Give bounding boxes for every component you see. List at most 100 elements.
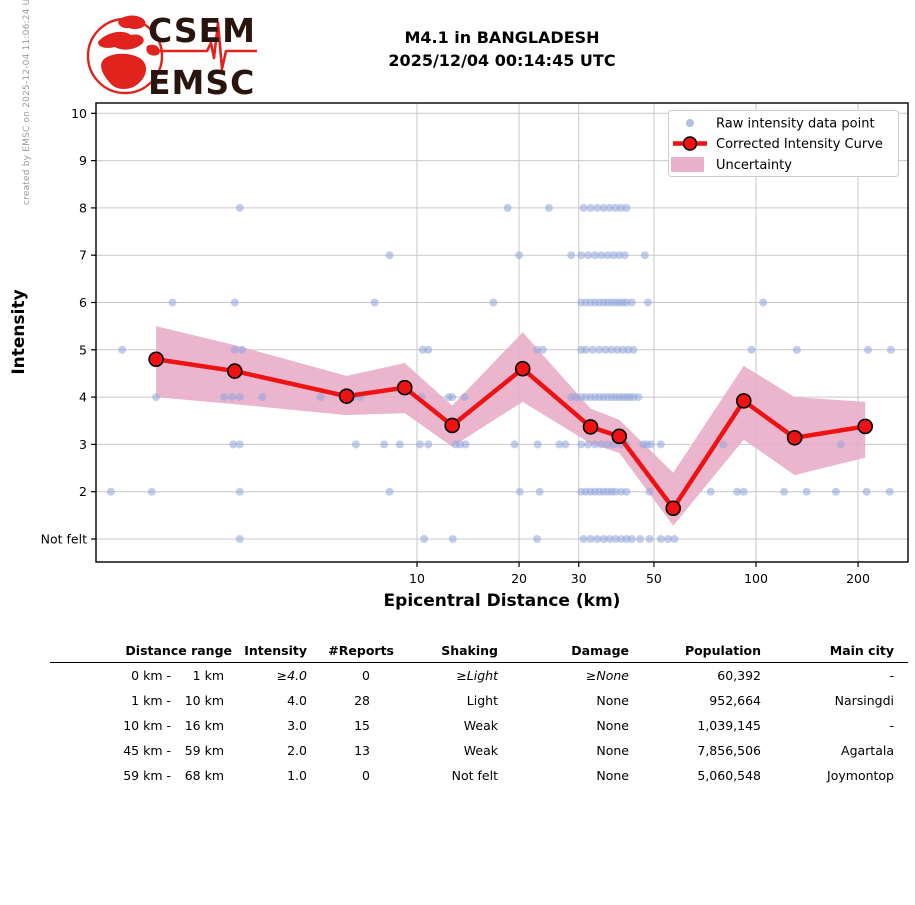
cell-distance-from: 59 km - [123,768,171,783]
cell-main-city: Joymontop [827,768,894,783]
x-axis-label: Epicentral Distance (km) [384,591,621,611]
x-tick-label: 100 [744,571,768,586]
cell-reports: 0 [362,668,370,683]
raw-intensity-point [645,535,654,543]
cell-intensity: 3.0 [287,718,307,733]
curve-marker [444,417,460,434]
raw-intensity-point [235,535,244,543]
header-main-city: Main city [829,643,894,658]
raw-intensity-point [489,298,498,307]
raw-intensity-point [627,535,636,543]
raw-intensity-point [555,440,564,449]
raw-intensity-point [599,535,608,543]
curve-marker [665,500,682,517]
raw-intensity-point [593,535,602,543]
raw-intensity-point [533,440,542,449]
raw-intensity-point [230,345,239,354]
cell-distance-from: 45 km - [123,743,171,758]
raw-intensity-point [235,440,244,449]
intensity-summary-table: Distance range Intensity #Reports Shakin… [50,639,908,788]
cell-population: 60,392 [717,668,761,683]
raw-intensity-point [510,440,519,449]
cell-intensity: 4.0 [287,693,307,708]
legend-curve-marker-icon [682,136,698,151]
table-row: 10 km - 16 km 3.0 15 Weak None 1,039,145 - [50,713,908,738]
curve-marker [396,379,413,396]
raw-intensity-point [577,440,586,449]
raw-intensity-point [792,345,801,354]
raw-intensity-point [590,251,599,260]
y-tick-label: 9 [79,153,87,168]
raw-intensity-point [663,535,672,543]
y-tick-label: 3 [79,437,87,452]
table-body: 0 km -1 km ≥4.0 0 ≥Light ≥None 60,392-1 km -1… [50,663,908,788]
y-tick-label: Not felt [41,532,87,547]
raw-intensity-point [316,393,325,402]
cell-damage: None [596,693,629,708]
curve-marker [786,429,803,446]
y-tick-label: 8 [79,200,87,215]
legend-label: Uncertainty [716,158,792,173]
cell-population: 5,060,548 [697,768,761,783]
raw-intensity-point [561,440,570,449]
raw-intensity-point [590,440,599,449]
intensity-distance-chart: 10 9 8 7 6 5 4 3 2 Not felt 10 20 30 50 100 200 Intensit… [9,102,909,611]
logo-text-emsc: EMSC [148,63,255,102]
raw-intensity-point [168,298,177,307]
cell-distance-from: 10 km - [123,718,171,733]
raw-intensity-point [533,535,542,543]
curve-marker [148,351,164,368]
raw-intensity-point [886,345,895,354]
raw-intensity-point [395,440,404,449]
raw-intensity-point [605,203,614,212]
y-tick-label: 2 [79,484,87,499]
header-damage: Damage [571,643,629,658]
raw-intensity-point [586,535,595,543]
globe-icon [86,15,164,95]
raw-intensity-point [461,440,470,449]
raw-intensity-point [603,251,612,260]
raw-intensity-point [609,251,618,260]
cell-distance-to: 68 km [184,768,224,783]
cell-main-city: - [889,668,894,683]
raw-intensity-point [656,535,665,543]
raw-intensity-point [605,535,614,543]
raw-intensity-point [611,487,620,496]
raw-intensity-point [229,440,238,449]
x-tick-label: 30 [571,571,587,586]
cell-distance-from: 0 km - [131,668,171,683]
y-tick-label: 6 [79,295,87,310]
cell-damage: None [596,743,629,758]
cell-reports: 0 [362,768,370,783]
cell-main-city: Narsingdi [834,693,894,708]
cell-reports: 15 [354,718,370,733]
cell-damage: ≥None [585,668,629,683]
y-tick-label: 4 [79,390,87,405]
raw-intensity-point [584,251,593,260]
raw-intensity-point [535,487,544,496]
table-row: 59 km - 68 km 1.0 0 Not felt None 5,060,548 Joy… [50,763,908,788]
cell-shaking: Light [466,693,498,708]
raw-intensity-point [533,345,542,354]
raw-intensity-point [238,345,247,354]
raw-intensity-point [420,535,429,543]
cell-population: 1,039,145 [697,718,761,733]
raw-intensity-point [460,393,469,402]
raw-intensity-point [670,535,679,543]
raw-intensity-point [603,440,612,449]
raw-intensity-point [645,487,654,496]
csem-emsc-logo: CSEM EMSC [86,11,257,102]
raw-intensity-point [643,298,652,307]
cell-shaking: Weak [463,743,498,758]
raw-intensity-point [567,251,576,260]
y-tick-label: 5 [79,342,87,357]
y-axis-label: Intensity [9,289,29,374]
raw-intensity-point [640,251,649,260]
raw-intensity-point [629,345,638,354]
header-population: Population [684,643,761,658]
raw-intensity-point [747,345,756,354]
cell-distance-to: 1 km [192,668,224,683]
cell-intensity: ≥4.0 [276,668,307,683]
x-tick-label: 200 [846,571,870,586]
legend-box [668,110,899,177]
